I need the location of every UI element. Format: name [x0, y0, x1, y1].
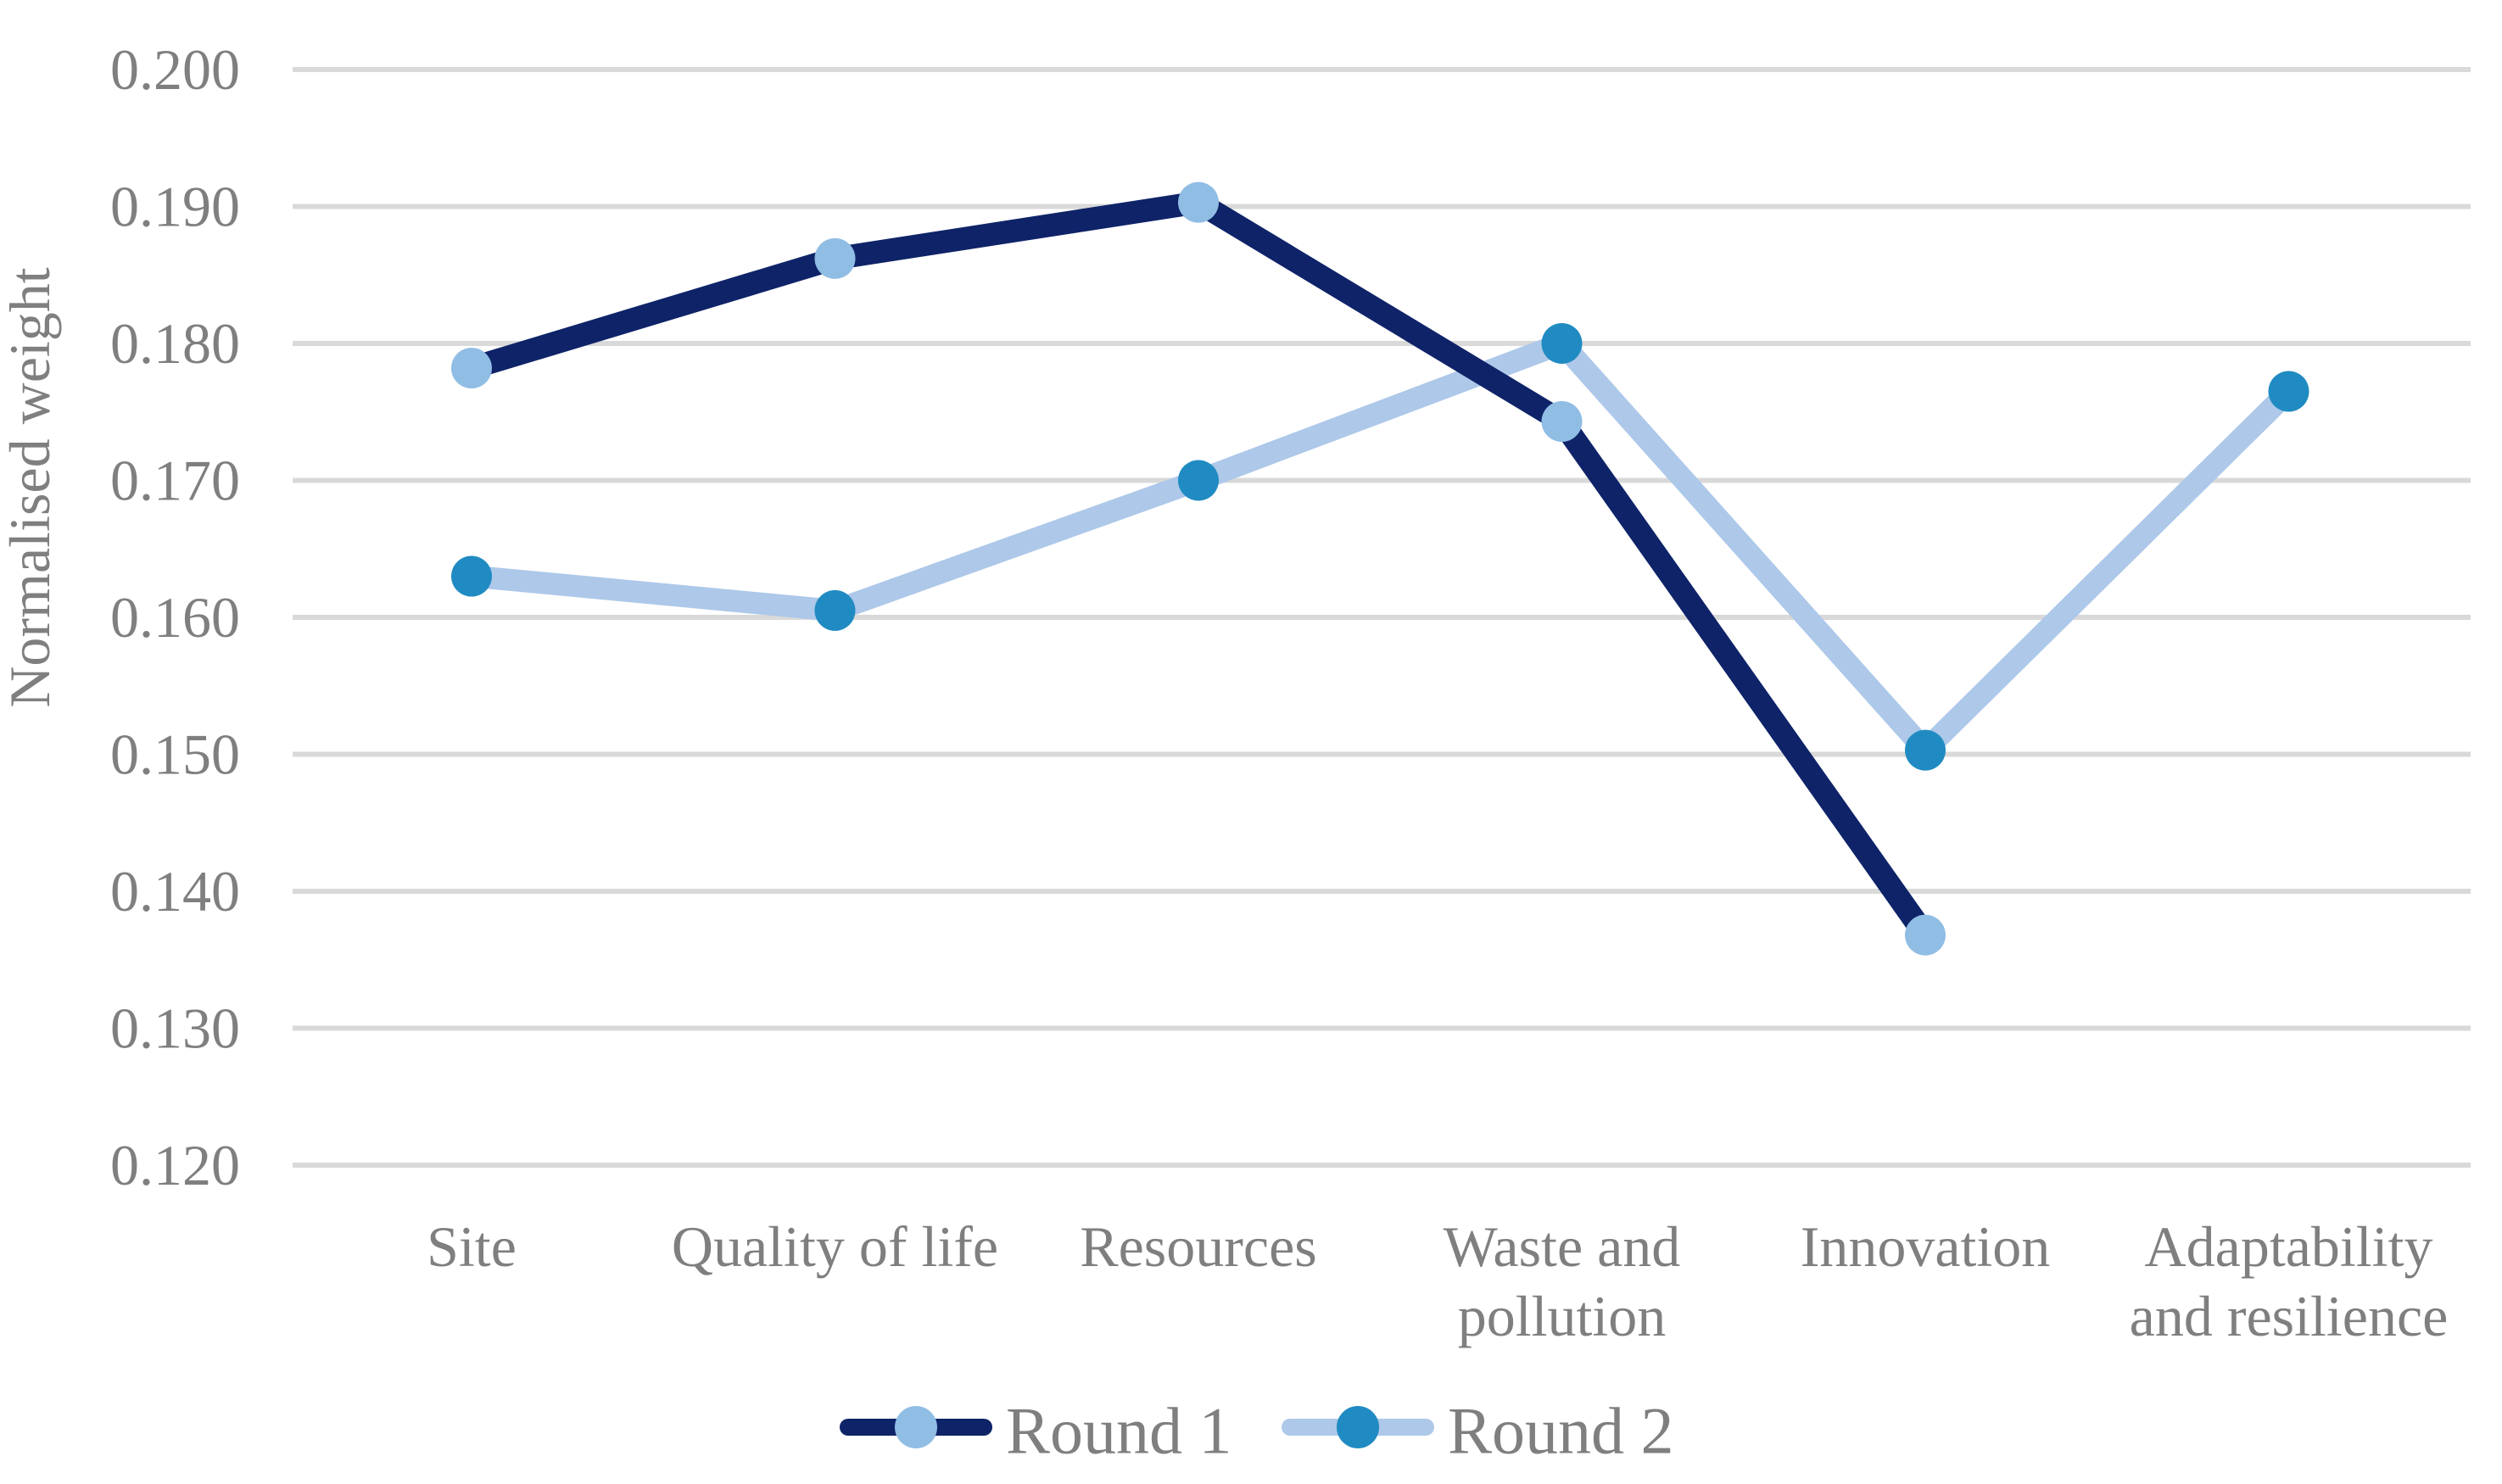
legend-label: Round 1 [1006, 1394, 1232, 1468]
data-point-round-2-waste-and-pollution [1541, 323, 1583, 364]
legend-item-round-1: Round 1 [840, 1394, 1232, 1468]
legend: Round 1 Round 2 [840, 1394, 1674, 1468]
y-tick-label: 0.180 [110, 311, 240, 376]
y-tick-label: 0.160 [110, 585, 240, 650]
x-axis-label: pollution [1458, 1284, 1667, 1348]
series-markers-group [451, 181, 2309, 956]
x-axis-label: Innovation [1801, 1214, 2051, 1279]
legend-marker [1337, 1406, 1379, 1448]
series-lines-group [460, 191, 2300, 947]
data-point-round-2-innovation [1905, 729, 1946, 771]
x-axis-label: Adaptability [2145, 1214, 2433, 1279]
series-line-round-2 [461, 332, 2300, 762]
data-point-round-1-waste-and-pollution [1541, 401, 1583, 443]
y-axis-tick-labels: 0.200 0.190 0.180 0.170 0.160 0.150 0.140 0.130… [110, 37, 240, 1197]
x-axis-label: Waste and [1444, 1214, 1681, 1279]
data-point-round-1-innovation [1905, 914, 1946, 956]
data-point-round-2-site [451, 555, 492, 597]
y-tick-label: 0.120 [110, 1133, 240, 1197]
y-tick-label: 0.140 [110, 859, 240, 923]
gridlines-group [293, 67, 2471, 1168]
legend-label: Round 2 [1448, 1394, 1674, 1468]
x-axis-label: Quality of life [672, 1214, 998, 1279]
y-tick-label: 0.200 [110, 37, 240, 102]
y-tick-label: 0.150 [110, 722, 240, 787]
data-point-round-1-site [451, 348, 492, 389]
series-line-round-1 [460, 191, 1937, 947]
legend-item-round-2: Round 2 [1282, 1394, 1674, 1468]
x-axis-category-labels: Site Quality of life Resources Waste andpol… [427, 1214, 2448, 1348]
y-tick-label: 0.170 [110, 449, 240, 513]
x-axis-label: Site [427, 1214, 517, 1279]
data-point-round-2-quality-of-life [814, 589, 856, 631]
y-tick-label: 0.130 [110, 996, 240, 1061]
data-point-round-2-adaptability-and-resilience [2268, 371, 2309, 412]
x-axis-label: and resilience [2130, 1284, 2449, 1348]
legend-marker [895, 1406, 937, 1448]
data-point-round-2-resources [1178, 460, 1219, 501]
y-tick-label: 0.190 [110, 175, 240, 239]
data-point-round-1-resources [1178, 181, 1219, 223]
data-point-round-1-quality-of-life [814, 237, 856, 279]
x-axis-label: Resources [1080, 1214, 1316, 1279]
y-axis-title: Normalised weight [0, 267, 62, 707]
